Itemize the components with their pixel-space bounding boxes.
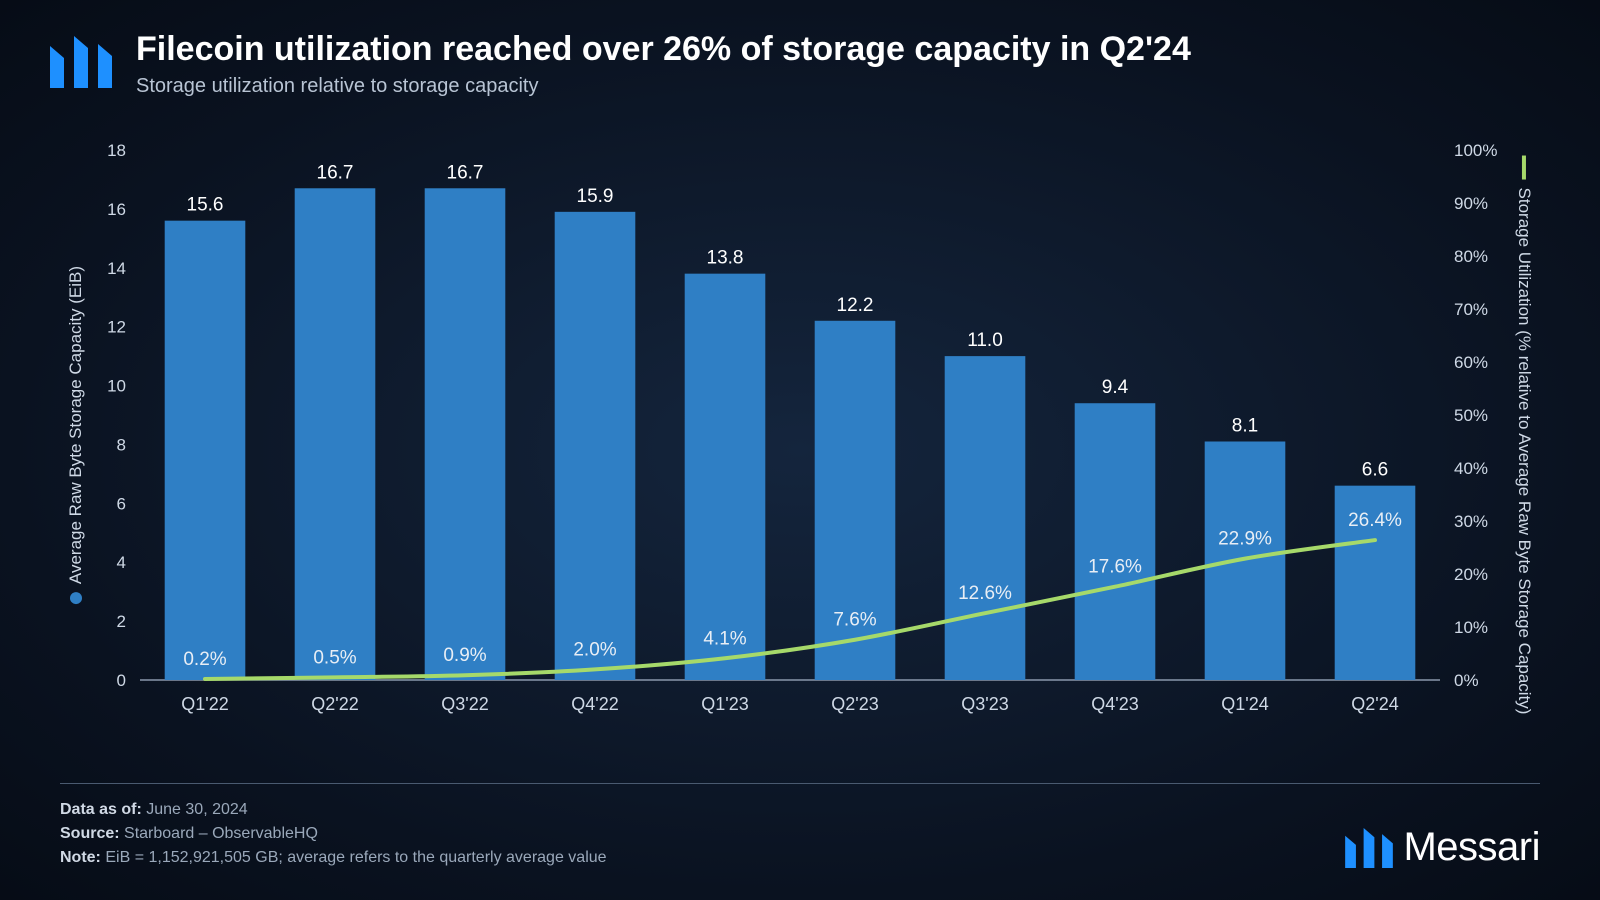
footer: Data as of: June 30, 2024 Source: Starbo… <box>60 783 1540 870</box>
line-value-label: 0.2% <box>183 649 226 670</box>
y-left-tick: 6 <box>117 494 126 513</box>
header: Filecoin utilization reached over 26% of… <box>50 30 1550 98</box>
y-left-tick: 0 <box>117 671 126 690</box>
bar-legend-icon <box>70 592 82 604</box>
y-right-tick: 90% <box>1454 194 1488 213</box>
line-value-label: 12.6% <box>958 583 1012 604</box>
bar <box>425 188 506 680</box>
bar-value-label: 16.7 <box>447 162 484 183</box>
y-right-tick: 20% <box>1454 565 1488 584</box>
x-category-label: Q2'23 <box>831 694 878 714</box>
line-legend-icon <box>1522 156 1526 180</box>
bar-value-label: 15.6 <box>187 195 224 216</box>
y-left-tick: 2 <box>117 612 126 631</box>
bar-value-label: 8.1 <box>1232 416 1258 437</box>
messari-logo-icon <box>1345 828 1393 868</box>
chart-svg: 0 2 4 6 8 10 12 14 16 18 0% 10% 20% 30% 40% 50% 60% 70% 80… <box>60 140 1540 730</box>
bar-value-label: 15.9 <box>577 186 614 207</box>
brand-text: Messari <box>1403 825 1540 870</box>
y-left-tick: 12 <box>107 318 126 337</box>
footer-meta: Data as of: June 30, 2024 Source: Starbo… <box>60 798 607 870</box>
y-right-tick: 0% <box>1454 671 1479 690</box>
y-left-tick: 18 <box>107 141 126 160</box>
bar-value-label: 12.2 <box>837 295 874 316</box>
y-right-axis-label: Storage Utilization (% relative to Avera… <box>1514 156 1534 715</box>
line-value-label: 0.9% <box>443 645 486 666</box>
x-category-label: Q1'22 <box>181 694 228 714</box>
y-left-tick: 8 <box>117 435 126 454</box>
bar <box>685 274 766 680</box>
x-category-label: Q3'23 <box>961 694 1008 714</box>
bar-value-label: 11.0 <box>967 330 1003 351</box>
bar-value-label: 6.6 <box>1362 460 1388 481</box>
bar <box>945 356 1026 680</box>
brand: Messari <box>1345 825 1540 870</box>
y-right-tick: 80% <box>1454 247 1488 266</box>
y-right-tick: 100% <box>1454 141 1497 160</box>
bar-value-label: 9.4 <box>1102 377 1129 398</box>
line-value-label: 26.4% <box>1348 510 1402 531</box>
bar <box>295 188 376 680</box>
line-value-label: 2.0% <box>573 639 616 660</box>
bar <box>1075 403 1156 680</box>
bar-value-label: 16.7 <box>317 162 354 183</box>
line-value-label: 17.6% <box>1088 557 1142 578</box>
x-category-label: Q4'22 <box>571 694 618 714</box>
line-value-label: 4.1% <box>703 628 746 649</box>
line-value-label: 7.6% <box>833 610 876 631</box>
line-value-label: 22.9% <box>1218 529 1272 550</box>
y-right-tick: 70% <box>1454 300 1488 319</box>
y-right-tick: 40% <box>1454 459 1488 478</box>
bar <box>165 221 246 680</box>
x-category-label: Q1'24 <box>1221 694 1268 714</box>
x-category-label: Q2'22 <box>311 694 358 714</box>
y-right-tick: 50% <box>1454 406 1488 425</box>
y-left-tick: 16 <box>107 200 126 219</box>
footer-divider <box>60 783 1540 784</box>
chart-area: Average Raw Byte Storage Capacity (EiB) … <box>60 140 1540 730</box>
chart-subtitle: Storage utilization relative to storage … <box>136 75 1550 98</box>
y-left-axis-label: Average Raw Byte Storage Capacity (EiB) <box>66 266 86 604</box>
x-category-label: Q1'23 <box>701 694 748 714</box>
bar <box>555 212 636 680</box>
x-category-label: Q4'23 <box>1091 694 1138 714</box>
utilization-line <box>205 540 1375 679</box>
y-left-tick: 4 <box>117 553 126 572</box>
y-right-tick: 10% <box>1454 618 1488 637</box>
y-left-tick: 14 <box>107 259 126 278</box>
line-value-label: 0.5% <box>313 647 356 668</box>
y-right-tick: 60% <box>1454 353 1488 372</box>
messari-logo-icon <box>50 36 112 93</box>
y-left-tick: 10 <box>107 377 126 396</box>
chart-title: Filecoin utilization reached over 26% of… <box>136 30 1550 69</box>
bar-value-label: 13.8 <box>707 248 744 269</box>
bar <box>1205 442 1286 681</box>
x-category-label: Q2'24 <box>1351 694 1398 714</box>
x-category-label: Q3'22 <box>441 694 488 714</box>
y-right-tick: 30% <box>1454 512 1488 531</box>
